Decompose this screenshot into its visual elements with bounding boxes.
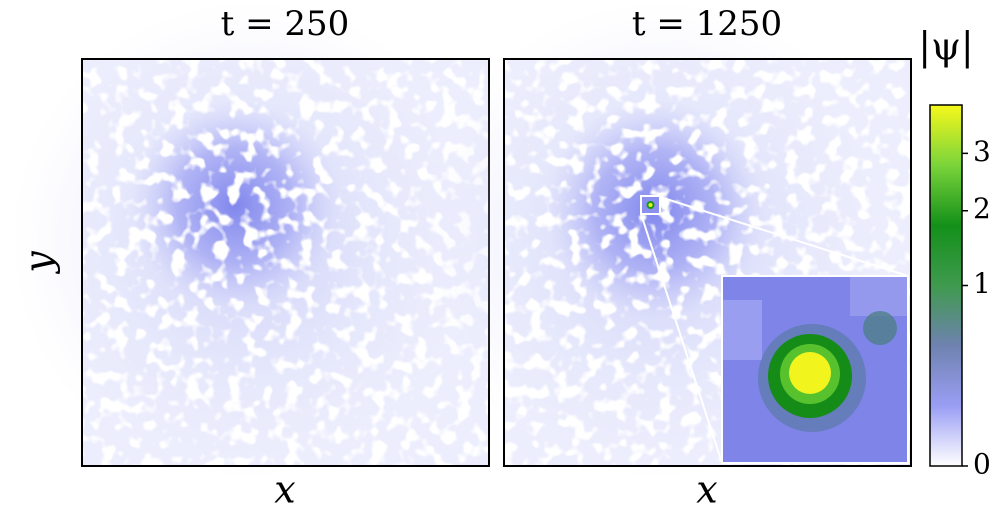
frame — [503, 58, 912, 467]
colorbar-bar — [929, 104, 963, 467]
colorbar: |ψ| 0 1 2 3 — [918, 25, 991, 481]
vortex-core — [648, 203, 653, 207]
colorbar-tick-label: 1 — [973, 267, 991, 300]
colorbar-tick-label: 2 — [973, 192, 991, 225]
colorbar-tick-label: 3 — [973, 135, 991, 168]
panel-title: t = 1250 — [632, 4, 782, 44]
inset-frame — [721, 275, 909, 464]
colorbar-label: |ψ| — [918, 25, 973, 69]
panel-title: t = 250 — [221, 4, 350, 44]
y-label: y — [17, 251, 61, 275]
x-label: x — [274, 468, 295, 512]
panel: t = 250 x y — [10, 0, 490, 512]
inset-pixel — [722, 300, 762, 360]
inset-feature — [863, 311, 897, 345]
inset-pixel — [850, 276, 908, 316]
zoom-connector — [640, 213, 723, 464]
zoom-connector — [659, 196, 909, 277]
colorbar-tick-label: 0 — [973, 448, 991, 481]
panel: t = 1250 x — [420, 0, 912, 512]
inset — [722, 276, 908, 463]
inset-core — [789, 352, 831, 394]
x-label: x — [696, 468, 717, 512]
